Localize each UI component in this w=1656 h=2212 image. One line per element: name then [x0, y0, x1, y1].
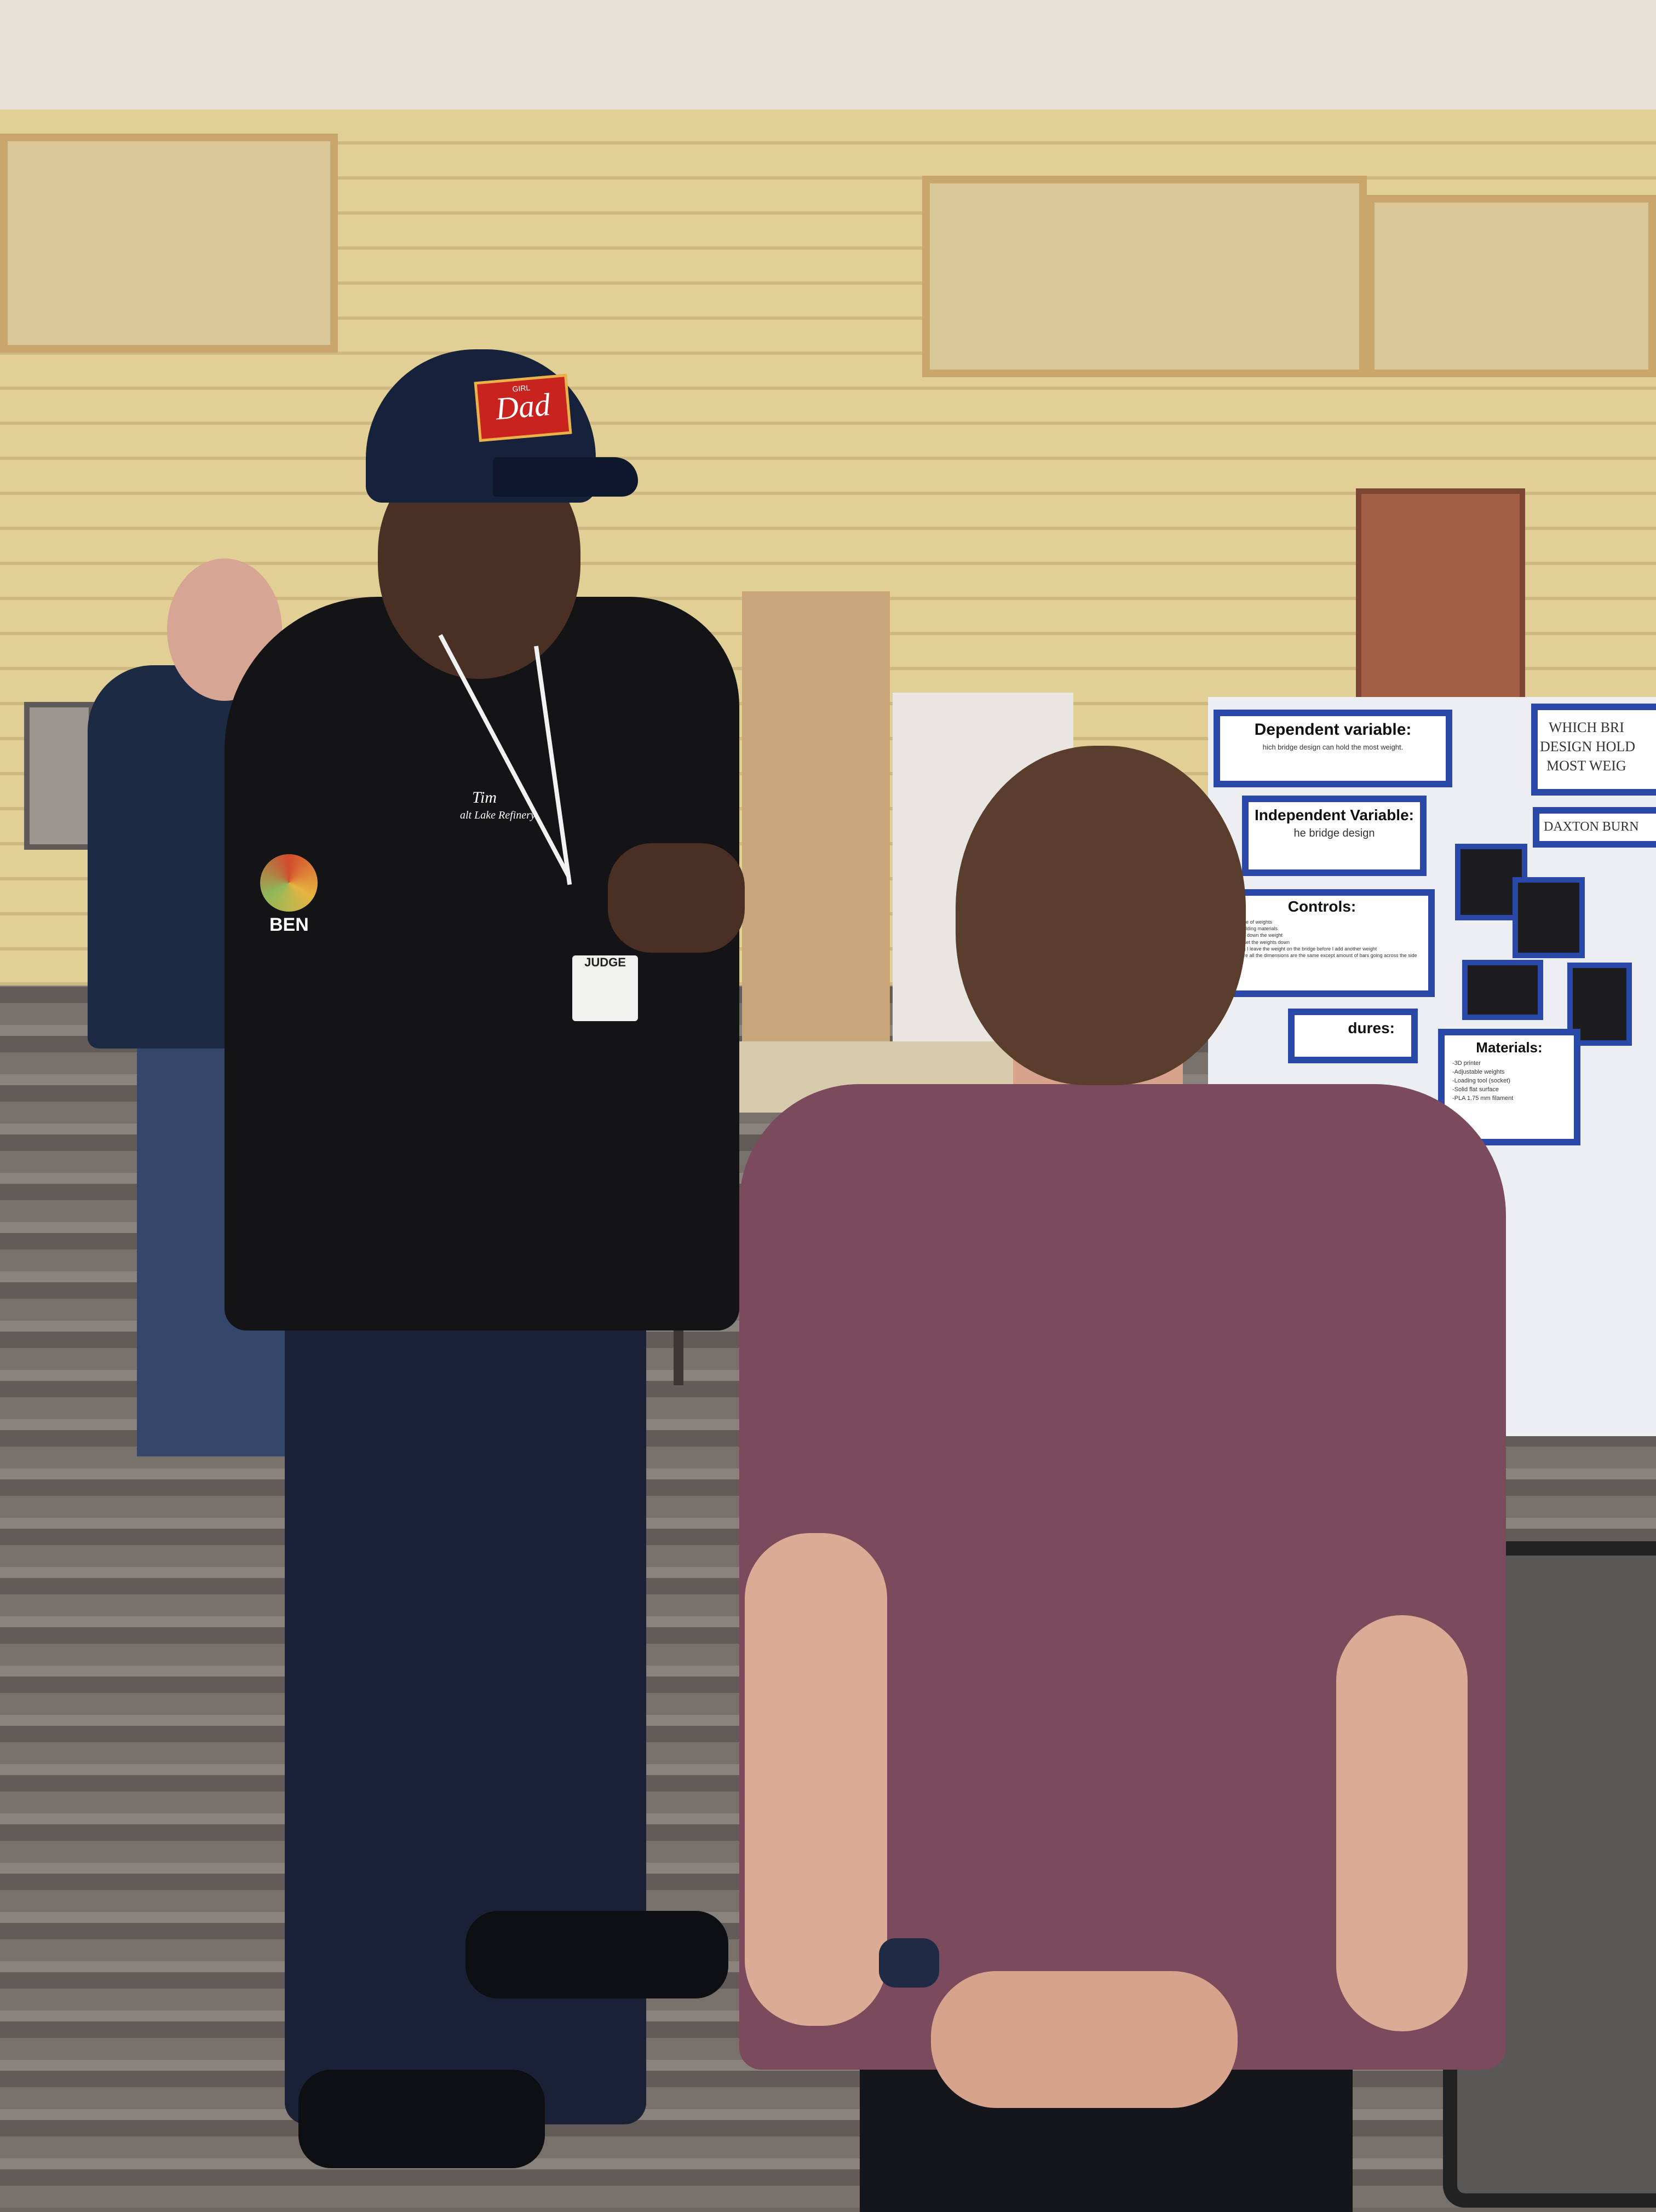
poster-title-line: DESIGN HOLD: [1540, 739, 1636, 755]
independent-variable-box: Independent Variable: he bridge design: [1242, 796, 1427, 876]
dependent-heading: Dependent variable:: [1254, 721, 1412, 739]
materials-item: -Adjustable weights: [1452, 1068, 1505, 1075]
dependent-text: hich bridge design can hold the most wei…: [1262, 742, 1404, 751]
judge-badge: JUDGE: [572, 955, 638, 1021]
cap-patch-text: Dad: [494, 386, 552, 427]
controls-item: -Same building materials: [1223, 926, 1278, 932]
materials-list: -3D printer -Adjustable weights -Loading…: [1445, 1059, 1574, 1103]
controls-list: -Same type of weights -Same building mat…: [1216, 919, 1428, 959]
judge-hand: [608, 843, 745, 953]
controls-item: -How long I leave the weight on the brid…: [1223, 946, 1377, 952]
judge-hoodie: [225, 597, 739, 1330]
shirt-name: Tim: [472, 788, 497, 807]
cap-brim: [493, 457, 638, 497]
independent-heading: Independent Variable:: [1255, 807, 1414, 823]
controls-item: -How I set down the weight: [1223, 932, 1283, 938]
procedures-heading: dures:: [1348, 1019, 1395, 1036]
materials-item: -Solid flat surface: [1452, 1086, 1499, 1093]
sleeve-patch-label: BEN: [269, 914, 309, 935]
poster-title-box: WHICH BRI DESIGN HOLD MOST WEIG: [1531, 704, 1656, 796]
materials-item: -PLA 1.75 mm filament: [1452, 1095, 1514, 1102]
procedures-box: dures:: [1288, 1009, 1418, 1063]
cap-patch: GIRL Dad: [474, 373, 572, 442]
shoe: [298, 2070, 545, 2168]
controls-item: -Where I set the weights down: [1223, 939, 1290, 945]
controls-item: -Make sure all the dimensions are the sa…: [1223, 952, 1417, 958]
student-name: DAXTON BURN: [1544, 820, 1639, 834]
dependent-variable-box: Dependent variable: hich bridge design c…: [1214, 710, 1452, 787]
independent-text: he bridge design: [1293, 827, 1375, 840]
student-name-box: DAXTON BURN: [1533, 807, 1656, 848]
boy-arm: [745, 1533, 887, 2026]
wall-panel-right: [1367, 195, 1656, 377]
materials-heading: Materials:: [1476, 1039, 1543, 1056]
controls-heading: Controls:: [1287, 898, 1356, 915]
materials-item: -Loading tool (socket): [1452, 1077, 1510, 1084]
door: [1356, 488, 1525, 707]
bridge-photo: [1462, 960, 1543, 1020]
shoe: [465, 1911, 728, 1998]
controls-item: -Same type of weights: [1223, 919, 1273, 925]
wall-panel-left: [0, 134, 338, 353]
controls-box: Controls: -Same type of weights -Same bu…: [1209, 889, 1435, 997]
shirt-company: alt Lake Refinery: [460, 809, 536, 821]
wall-panel-center: [922, 176, 1367, 377]
watch: [879, 1938, 939, 1988]
bridge-photo: [1513, 877, 1585, 958]
materials-item: -3D printer: [1452, 1059, 1481, 1067]
poster-title-line: MOST WEIG: [1546, 758, 1626, 774]
poster-title-line: WHICH BRI: [1549, 719, 1624, 735]
sleeve-patch-logo: [260, 854, 318, 912]
boy-arm: [1336, 1615, 1468, 2031]
boy-hands: [931, 1971, 1238, 2108]
boy-head: [956, 746, 1246, 1085]
cardboard-display-board: [742, 591, 890, 1056]
fire-extinguisher-cabinet: [24, 702, 94, 850]
